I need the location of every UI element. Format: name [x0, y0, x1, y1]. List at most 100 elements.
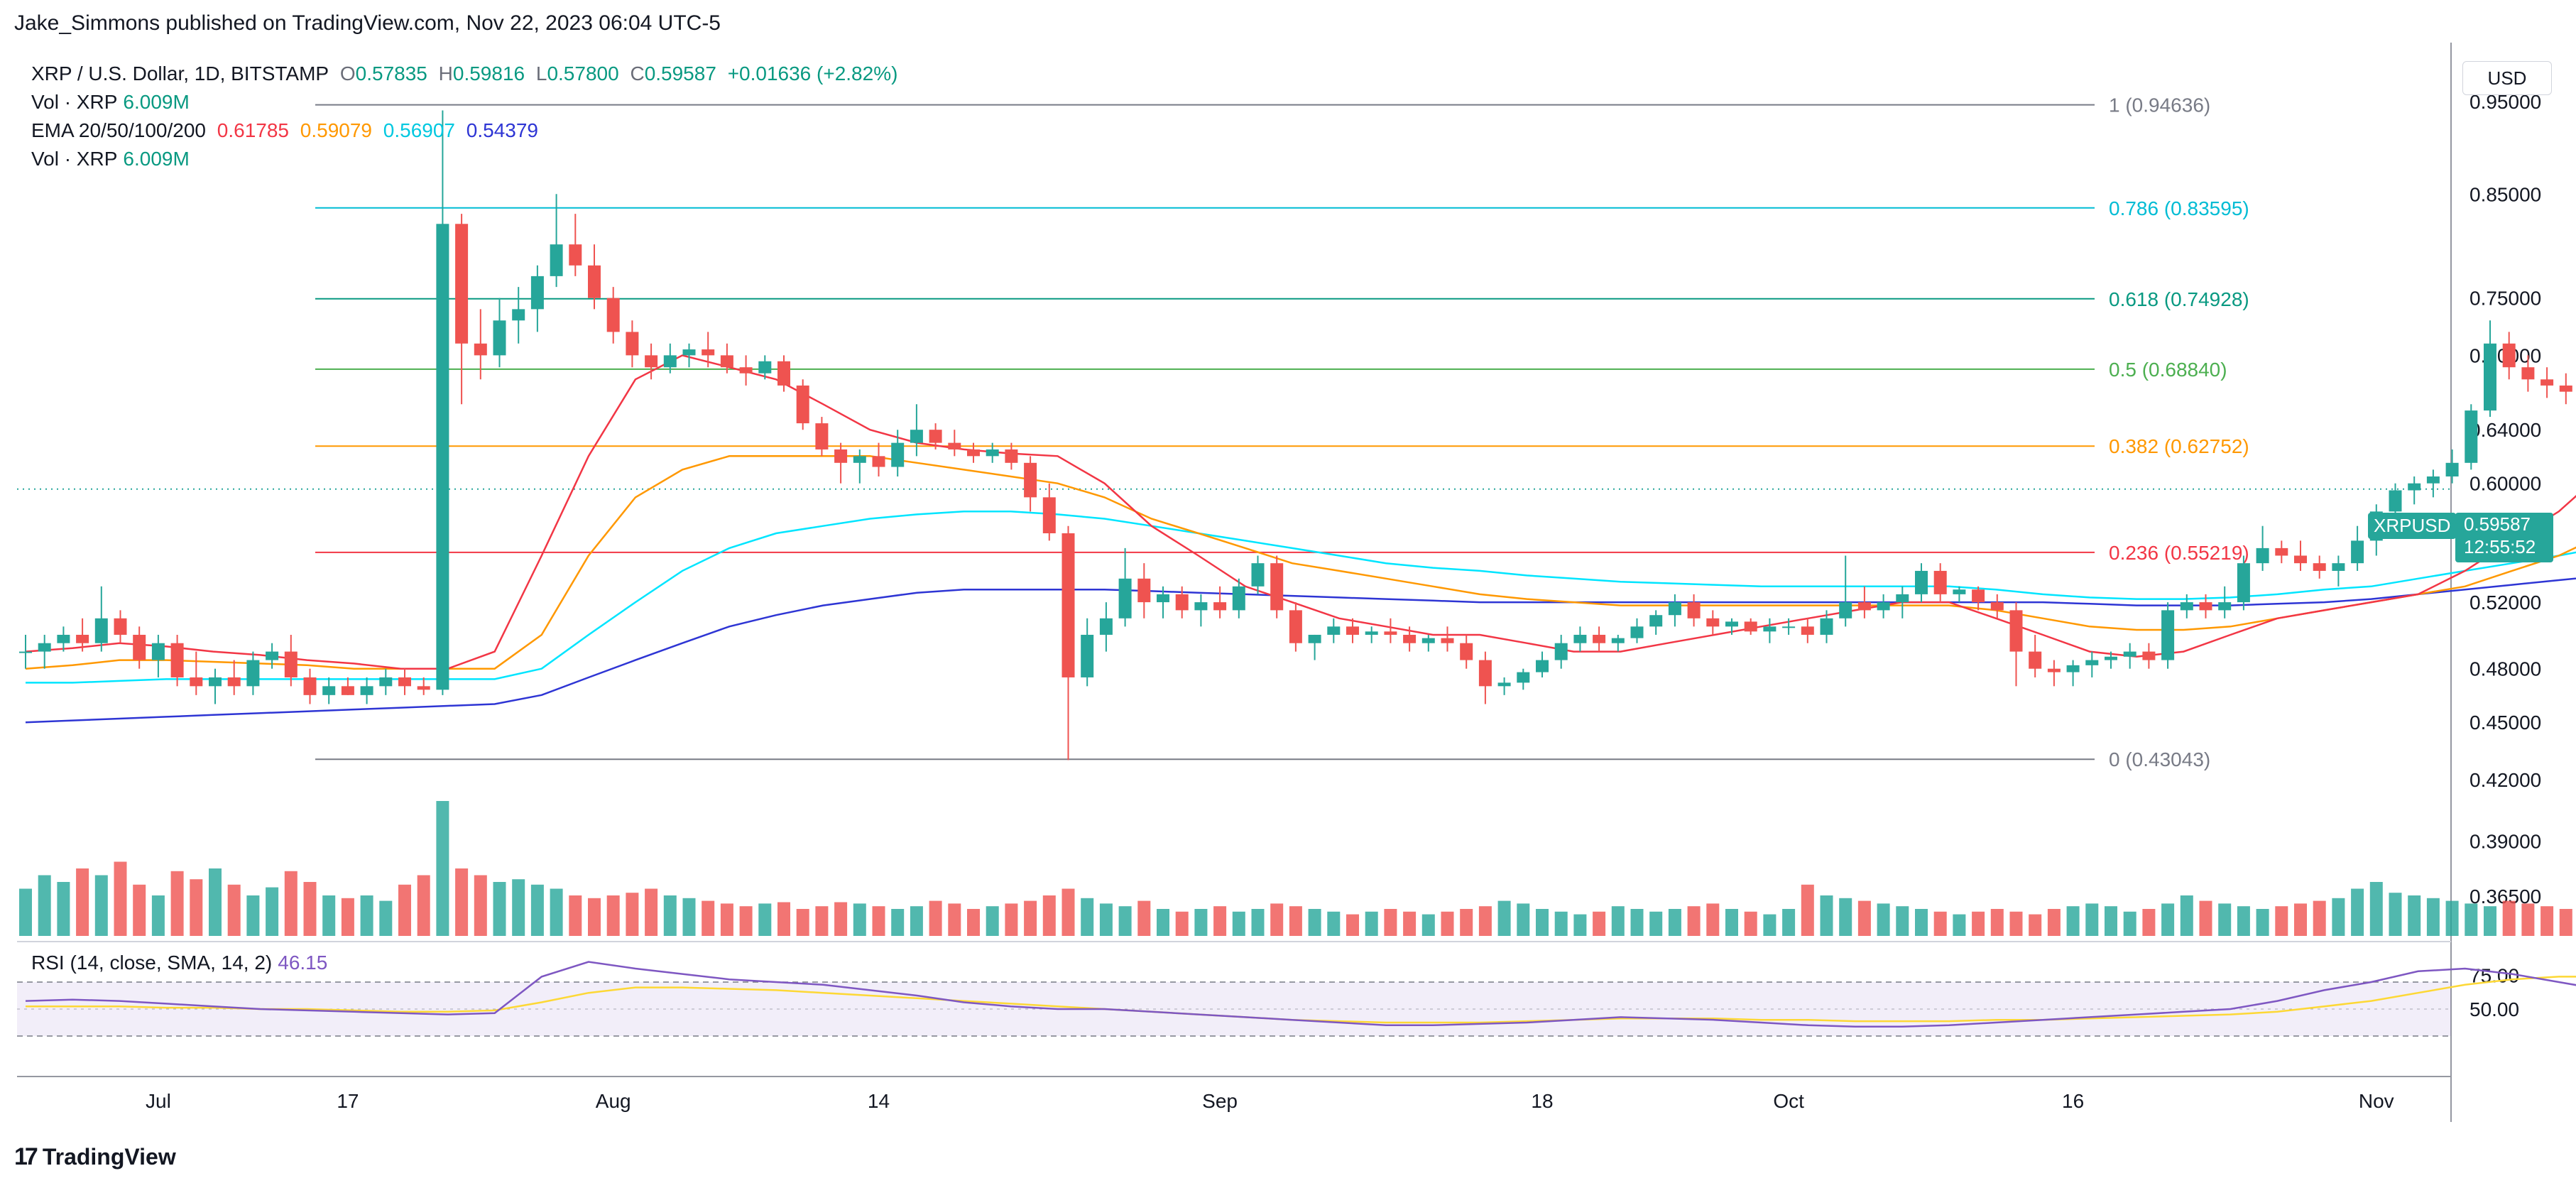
- candle: [1933, 570, 1947, 594]
- symbol-title: XRP / U.S. Dollar, 1D, BITSTAMP: [31, 62, 329, 85]
- volume-bar: [19, 888, 32, 936]
- candle: [1005, 449, 1018, 463]
- candle: [2029, 651, 2042, 669]
- ema-legend[interactable]: EMA 20/50/100/200 0.61785 0.59079 0.5690…: [31, 119, 544, 142]
- candle: [796, 385, 809, 424]
- candle: [170, 643, 184, 677]
- volume-bar: [891, 909, 905, 936]
- volume-bar: [266, 887, 279, 936]
- volume-bar: [2199, 900, 2212, 936]
- candle: [663, 355, 677, 368]
- low-label: L: [535, 62, 547, 85]
- volume-bar: [1933, 911, 1947, 936]
- candle: [853, 456, 866, 463]
- volume-bar: [94, 875, 108, 936]
- volume-bar: [227, 884, 241, 936]
- volume-bar: [493, 882, 506, 936]
- volume-bar: [398, 884, 411, 936]
- candle: [1289, 610, 1302, 643]
- candle: [1517, 672, 1530, 683]
- volume-bar: [1099, 903, 1113, 936]
- volume-bar: [1706, 903, 1720, 936]
- ema100-line: [26, 511, 2576, 684]
- candle: [588, 265, 601, 298]
- volume-bar: [2559, 909, 2572, 936]
- candle: [2332, 563, 2345, 571]
- tradingview-logo[interactable]: 17 TradingView: [14, 1143, 176, 1171]
- open-label: O: [339, 62, 356, 85]
- volume-legend-2[interactable]: Vol · XRP 6.009M: [31, 148, 195, 170]
- volume-bar: [1213, 906, 1227, 936]
- candle: [1384, 631, 1397, 635]
- volume-bar: [1517, 903, 1530, 936]
- candle: [815, 423, 829, 449]
- ema100-value: 0.56907: [383, 119, 455, 141]
- candle: [474, 343, 487, 356]
- candle: [1118, 578, 1132, 618]
- volume-bar: [1593, 911, 1606, 936]
- x-tick-label: 17: [337, 1090, 359, 1112]
- volume-bar: [436, 801, 449, 936]
- candle: [1194, 602, 1208, 611]
- fib-level-label: 0.618 (0.74928): [2109, 288, 2249, 310]
- volume-bar: [170, 871, 184, 936]
- candle: [2484, 343, 2496, 411]
- candle: [379, 677, 393, 687]
- volume-legend-1[interactable]: Vol · XRP 6.009M: [31, 91, 195, 114]
- rsi-legend[interactable]: RSI (14, close, SMA, 14, 2) 46.15: [31, 952, 333, 974]
- open-value: 0.57835: [355, 62, 427, 85]
- volume-bar: [1573, 914, 1587, 936]
- candle: [2009, 610, 2023, 652]
- candle: [1915, 570, 1928, 594]
- fib-level-label: 0.236 (0.55219): [2109, 542, 2249, 564]
- candle: [2502, 343, 2516, 368]
- volume-bar: [1990, 909, 2004, 936]
- candle: [246, 660, 260, 687]
- volume-bar: [986, 906, 999, 936]
- volume-bar: [190, 879, 203, 936]
- volume-bar: [1630, 909, 1644, 936]
- candle: [227, 677, 241, 687]
- candle: [266, 651, 279, 660]
- fib-level-label: 0.786 (0.83595): [2109, 197, 2249, 219]
- volume-bar: [1782, 909, 1796, 936]
- close-value: 0.59587: [644, 62, 716, 85]
- volume-bar: [474, 875, 487, 936]
- candle: [398, 677, 411, 687]
- candle: [1061, 533, 1075, 677]
- candle: [948, 442, 961, 449]
- candle: [57, 634, 70, 643]
- rsi-label: RSI (14, close, SMA, 14, 2): [31, 952, 273, 974]
- volume-bar: [1478, 906, 1492, 936]
- volume-bar: [2540, 906, 2554, 936]
- high-label: H: [438, 62, 453, 85]
- brand-label: TradingView: [42, 1144, 176, 1170]
- candle: [190, 677, 203, 687]
- candle: [322, 686, 336, 695]
- volume-bar: [322, 895, 336, 936]
- volume-bar: [1857, 900, 1871, 936]
- candle: [2218, 602, 2232, 611]
- volume-bar: [853, 903, 866, 936]
- candle: [2105, 656, 2117, 660]
- close-label: C: [630, 62, 645, 85]
- volume-bar: [1460, 909, 1473, 936]
- candle: [758, 361, 772, 374]
- volume-bar: [2389, 893, 2402, 936]
- volume-bar: [1497, 900, 1511, 936]
- volume-bar: [1327, 911, 1341, 936]
- volume-bar: [1137, 900, 1151, 936]
- currency-button[interactable]: USD: [2462, 61, 2552, 95]
- volume-bar: [1365, 911, 1378, 936]
- candle: [682, 349, 696, 356]
- volume-bar: [815, 906, 829, 936]
- volume-label-2: Vol · XRP: [31, 148, 118, 170]
- candle: [2047, 668, 2061, 672]
- candle: [2066, 665, 2080, 672]
- candle: [872, 456, 885, 467]
- candle: [1327, 626, 1341, 635]
- candle: [967, 449, 980, 457]
- candle: [1668, 602, 1681, 616]
- y-tick-label: 0.64000: [2469, 419, 2541, 441]
